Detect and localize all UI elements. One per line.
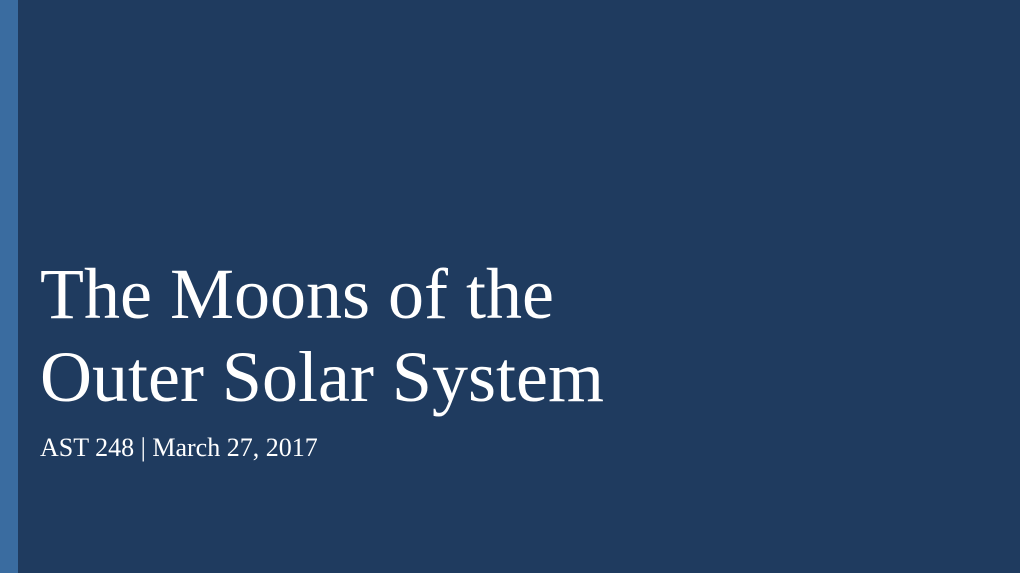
content-area: The Moons of the Outer Solar System AST … xyxy=(18,0,1020,573)
slide-title: The Moons of the Outer Solar System xyxy=(40,253,1020,419)
title-line-1: The Moons of the xyxy=(40,254,554,334)
slide: The Moons of the Outer Solar System AST … xyxy=(0,0,1020,573)
title-line-2: Outer Solar System xyxy=(40,337,604,417)
slide-subtitle: AST 248 | March 27, 2017 xyxy=(40,433,1020,463)
accent-bar xyxy=(0,0,18,573)
